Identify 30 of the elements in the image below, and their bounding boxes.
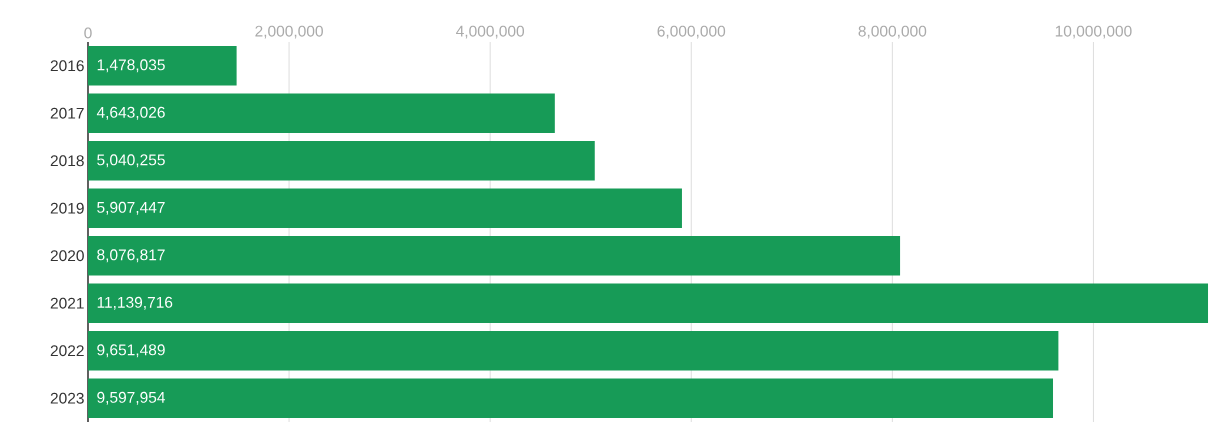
bar [88,188,682,228]
y-tick-label: 2020 [50,250,84,262]
bar [88,141,595,181]
y-tick-label: 2018 [50,155,84,167]
y-tick-label: 2017 [50,107,84,119]
x-tick-label: 2,000,000 [255,25,323,39]
y-tick-label: 2023 [50,392,84,404]
y-tick-label: 2022 [50,345,84,357]
y-tick-label: 2016 [50,60,84,72]
x-tick-label: 8,000,000 [858,25,927,39]
y-tick-label: 2021 [50,297,84,309]
bar [88,46,237,86]
data-label: 9,651,489 [97,344,165,358]
data-label: 11,139,716 [97,296,173,310]
y-tick-label: 2019 [50,202,84,214]
bar [88,283,1209,323]
x-tick-label: 0 [84,27,92,39]
x-tick-label: 6,000,000 [657,25,726,39]
bar [88,236,901,276]
x-tick-label: 4,000,000 [456,25,525,39]
data-label: 5,907,447 [97,201,165,215]
x-tick-label: 10,000,000 [1055,25,1132,39]
data-label: 5,040,255 [97,154,165,168]
data-label: 1,478,035 [97,59,165,73]
data-label: 8,076,817 [97,249,165,263]
data-label: 4,643,026 [96,106,165,120]
bar [88,378,1054,418]
bar [88,93,555,133]
bar [88,331,1059,371]
data-label: 9,597,954 [97,391,166,405]
